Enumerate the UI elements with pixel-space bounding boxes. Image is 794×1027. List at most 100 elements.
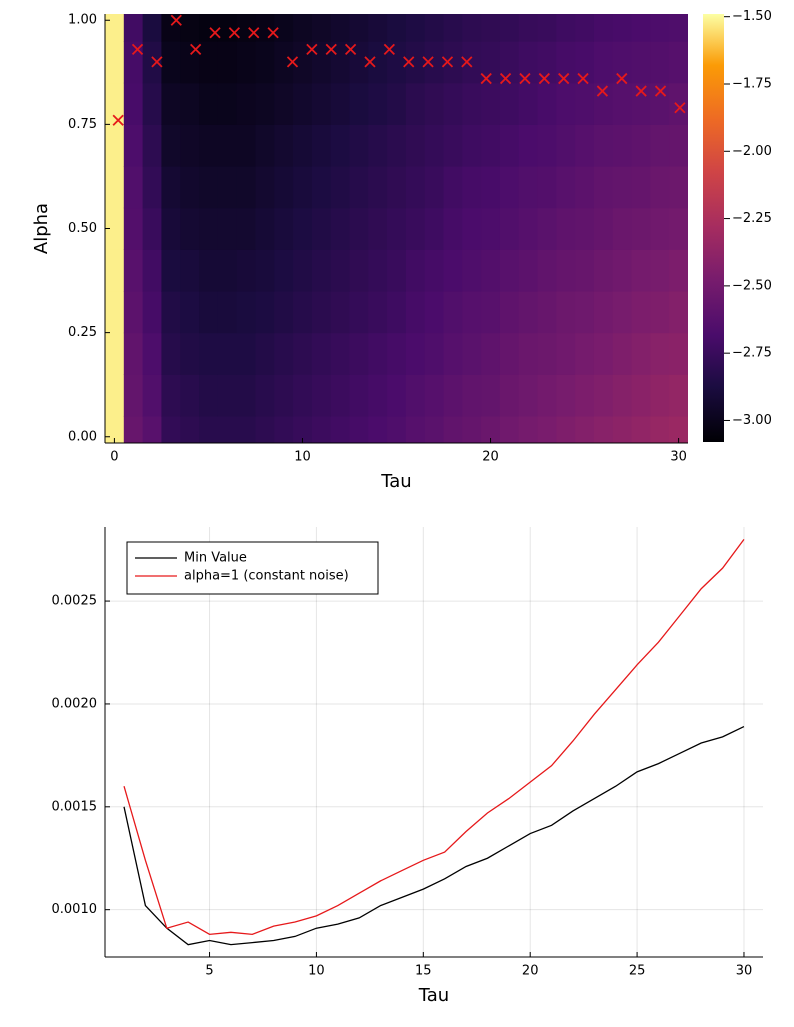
heatmap-cell [631, 249, 651, 292]
heatmap-cell [575, 41, 595, 84]
x-tick-label: 20 [482, 450, 499, 465]
heatmap-cell [481, 82, 501, 125]
heatmap-cell [462, 41, 482, 84]
heatmap-cell [518, 166, 539, 209]
heatmap-cell [387, 14, 407, 42]
heatmap-cell [217, 249, 238, 292]
heatmap-cell [311, 415, 332, 443]
heatmap-cell [612, 290, 633, 334]
heatmap-cell [518, 82, 539, 125]
heatmap-cell [199, 332, 219, 375]
heatmap-cell [180, 249, 200, 292]
heatmap-cell [612, 82, 633, 125]
heatmap-cells [105, 14, 688, 443]
heatmap-cell [199, 374, 219, 417]
marker [131, 43, 144, 56]
heatmap-cell [593, 82, 614, 125]
legend-label: Min Value [184, 551, 247, 566]
heatmap-cell [556, 207, 576, 250]
heatmap-cell [105, 166, 125, 209]
heatmap-cell [142, 207, 163, 250]
colorbar-tick-label: −1.75 [732, 76, 772, 91]
heatmap-cell [481, 166, 501, 209]
heatmap-cell [443, 249, 463, 292]
y-tick-label: 0.25 [68, 325, 97, 340]
heatmap-cell [293, 14, 313, 42]
marker [499, 72, 512, 85]
heatmap-cell [481, 14, 501, 42]
heatmap-cell [424, 166, 445, 209]
heatmap-cell [349, 41, 369, 84]
heatmap-cell [518, 207, 539, 250]
heatmap-cell [368, 82, 388, 125]
heatmap-cell [349, 82, 369, 125]
heatmap-cell [650, 249, 670, 292]
heatmap-cell [612, 249, 633, 292]
heatmap-cell [405, 82, 426, 125]
heatmap-cell [293, 166, 313, 209]
heatmap-cell [650, 124, 670, 167]
heatmap-cell [443, 82, 463, 125]
heatmap-cell [330, 249, 351, 292]
heatmap-cell [123, 249, 144, 292]
heatmap-cell [199, 249, 219, 292]
heatmap-cell [499, 207, 520, 250]
heatmap-cell [593, 41, 614, 84]
heatmap-cell [199, 41, 219, 84]
heatmap-cell [236, 415, 257, 443]
heatmap-cell [387, 415, 407, 443]
heatmap-cell [274, 166, 294, 209]
x-tick-label: 0 [110, 450, 118, 465]
legend-label: alpha=1 (constant noise) [184, 569, 349, 584]
marker [674, 102, 686, 114]
heatmap-cell [180, 415, 200, 443]
heatmap-cell [612, 332, 633, 375]
heatmap-cell [330, 332, 351, 375]
heatmap-cell [236, 207, 257, 250]
heatmap-cell [199, 166, 219, 209]
heatmap-cell [142, 415, 163, 443]
heatmap-cell [405, 332, 426, 375]
heatmap-cell [311, 249, 332, 292]
legend-box [126, 541, 379, 595]
heatmap-cell [518, 41, 539, 84]
heatmap-cell [105, 14, 125, 42]
heatmap-cell [199, 82, 219, 125]
heatmap-cell [499, 14, 520, 42]
heatmap-cell [556, 41, 576, 84]
heatmap-cell [236, 41, 257, 84]
heatmap-cell [462, 82, 482, 125]
heatmap-cell [368, 374, 388, 417]
heatmap-cell [612, 41, 633, 84]
heatmap-cell [669, 207, 688, 250]
heatmap-cell [217, 415, 238, 443]
line-series [123, 725, 745, 946]
heatmap-cell [199, 14, 219, 42]
heatmap-cell [311, 332, 332, 375]
heatmap-cell [105, 415, 125, 443]
heatmap-cell [180, 82, 200, 125]
heatmap-cell [499, 41, 520, 84]
heatmap-cell [462, 124, 482, 167]
y-tick-label: 0.0010 [52, 902, 98, 917]
heatmap-cell [575, 82, 595, 125]
heatmap-cell [650, 374, 670, 417]
heatmap-cell [612, 166, 633, 209]
heatmap-cell [180, 166, 200, 209]
heatmap-cell [255, 374, 275, 417]
heatmap-cell [368, 124, 388, 167]
colorbar-tick-label: −3.00 [732, 413, 772, 428]
heatmap-cell [105, 207, 125, 250]
heatmap-cell [142, 249, 163, 292]
heatmap-cell [537, 14, 557, 42]
marker [325, 43, 337, 56]
marker [151, 56, 163, 68]
heatmap-cell [387, 332, 407, 375]
heatmap-cell [311, 374, 332, 417]
heatmap-cell [462, 332, 482, 375]
heatmap-cell [274, 249, 294, 292]
heatmap-cell [405, 41, 426, 84]
heatmap-cell [180, 332, 200, 375]
heatmap-cell [481, 41, 501, 84]
heatmap-cell [518, 415, 539, 443]
